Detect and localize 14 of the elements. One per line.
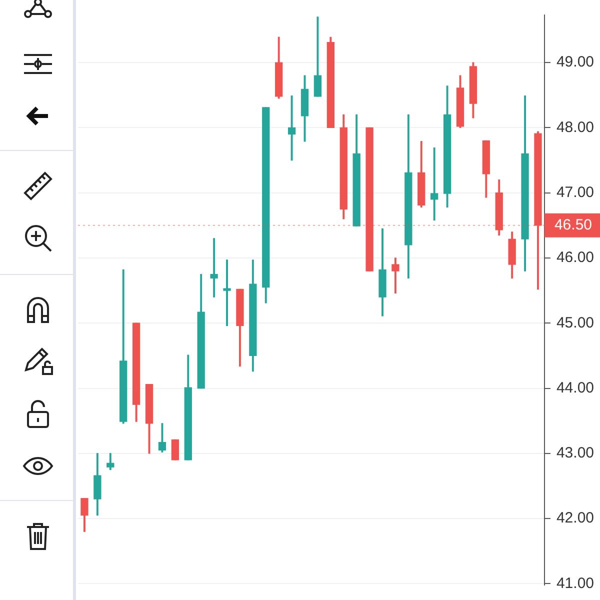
y-tick-label: 41.00 — [556, 574, 594, 592]
y-tick-label: 47.00 — [556, 184, 594, 201]
ref-line-label: 46.50 — [554, 216, 592, 234]
candlestick — [223, 260, 231, 326]
y-tick-label: 43.00 — [556, 444, 594, 462]
y-tick-label: 44.00 — [556, 379, 594, 396]
candlestick — [288, 95, 296, 161]
candlestick — [210, 238, 218, 298]
y-tick-label: 49.00 — [556, 54, 594, 71]
candlestick — [430, 148, 438, 221]
y-tick-label: 42.00 — [556, 510, 594, 527]
y-tick-label: 46.00 — [556, 249, 594, 266]
y-tick-label: 45.00 — [556, 314, 594, 332]
y-tick-label: 48.00 — [556, 118, 594, 136]
